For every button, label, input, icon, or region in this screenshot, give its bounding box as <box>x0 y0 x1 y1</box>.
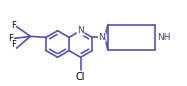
Text: N: N <box>77 26 84 35</box>
Text: N: N <box>99 33 105 42</box>
Text: Cl: Cl <box>76 72 85 82</box>
Text: F: F <box>8 34 13 43</box>
Text: F: F <box>11 40 16 49</box>
Text: NH: NH <box>157 33 171 42</box>
Text: F: F <box>11 21 16 30</box>
